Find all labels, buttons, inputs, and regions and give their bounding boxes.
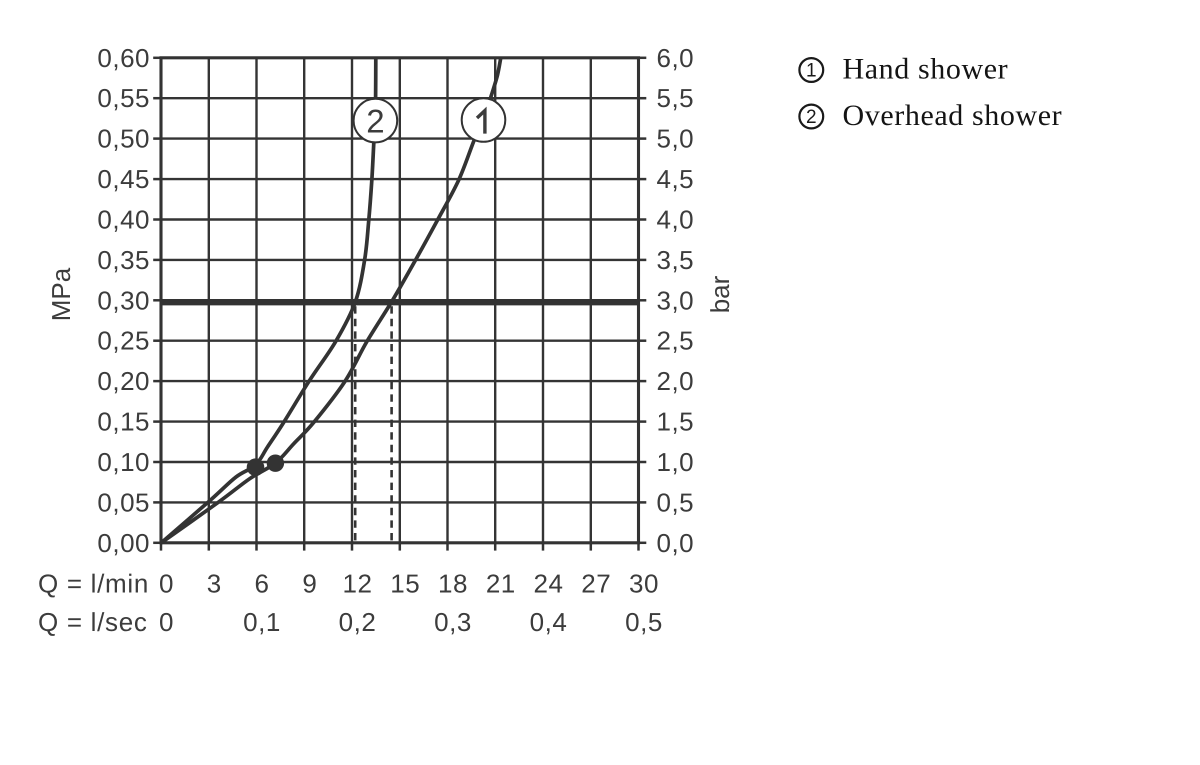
svg-text:0,50: 0,50 [97, 124, 150, 154]
svg-text:5,5: 5,5 [657, 83, 695, 113]
svg-text:0,3: 0,3 [434, 607, 472, 637]
svg-text:0,15: 0,15 [97, 407, 150, 437]
svg-text:0,5: 0,5 [625, 607, 663, 637]
svg-text:27: 27 [581, 569, 611, 599]
svg-text:0,40: 0,40 [97, 205, 150, 235]
svg-text:0,5: 0,5 [657, 487, 695, 517]
svg-text:0,35: 0,35 [97, 245, 150, 275]
svg-text:0,4: 0,4 [530, 607, 568, 637]
svg-text:6: 6 [255, 569, 270, 599]
svg-text:3: 3 [207, 569, 222, 599]
svg-text:5,0: 5,0 [657, 124, 695, 154]
svg-text:0,45: 0,45 [97, 164, 150, 194]
svg-text:0,30: 0,30 [97, 285, 150, 315]
svg-text:3,0: 3,0 [657, 285, 695, 315]
svg-text:0,0: 0,0 [657, 528, 695, 558]
svg-text:1,0: 1,0 [657, 447, 695, 477]
svg-text:0: 0 [159, 607, 174, 637]
svg-text:2: 2 [366, 102, 384, 139]
svg-text:0,60: 0,60 [97, 43, 150, 73]
svg-text:15: 15 [390, 569, 420, 599]
svg-text:0,55: 0,55 [97, 83, 150, 113]
svg-text:18: 18 [438, 569, 468, 599]
svg-text:4,0: 4,0 [657, 205, 695, 235]
svg-text:9: 9 [302, 569, 317, 599]
svg-text:0: 0 [159, 569, 174, 599]
svg-text:21: 21 [486, 569, 516, 599]
svg-text:12: 12 [343, 569, 373, 599]
svg-text:0,10: 0,10 [97, 447, 150, 477]
svg-text:3,5: 3,5 [657, 245, 695, 275]
svg-text:1,5: 1,5 [657, 407, 695, 437]
svg-text:2,5: 2,5 [657, 326, 695, 356]
svg-text:1: 1 [806, 61, 817, 82]
svg-text:Q = l/min: Q = l/min [38, 569, 149, 599]
svg-text:30: 30 [629, 569, 659, 599]
svg-text:bar: bar [705, 275, 735, 313]
svg-text:0,00: 0,00 [97, 528, 150, 558]
svg-text:0,1: 0,1 [243, 607, 281, 637]
svg-text:0,2: 0,2 [339, 607, 377, 637]
svg-text:6,0: 6,0 [657, 43, 695, 73]
svg-text:Hand shower: Hand shower [843, 53, 1009, 86]
svg-text:2: 2 [806, 107, 817, 128]
svg-text:Q = l/sec: Q = l/sec [38, 607, 148, 637]
svg-text:0,20: 0,20 [97, 366, 150, 396]
svg-text:2,0: 2,0 [657, 366, 695, 396]
svg-text:MPa: MPa [46, 267, 76, 321]
svg-text:0,05: 0,05 [97, 487, 150, 517]
svg-text:24: 24 [534, 569, 564, 599]
svg-text:4,5: 4,5 [657, 164, 695, 194]
svg-text:Overhead shower: Overhead shower [843, 99, 1063, 132]
svg-text:0,25: 0,25 [97, 326, 150, 356]
